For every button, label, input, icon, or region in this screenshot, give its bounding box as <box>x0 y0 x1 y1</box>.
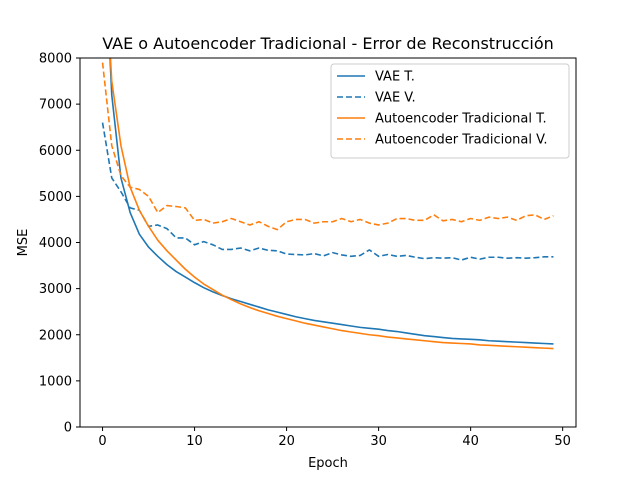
x-axis-ticks: 0 10 20 30 40 50 <box>98 427 571 449</box>
legend-label: VAE T. <box>375 70 415 85</box>
y-tick-label: 7000 <box>39 98 72 113</box>
series-line-2 <box>101 122 554 261</box>
series-group <box>101 58 554 350</box>
y-axis-ticks: 0 1000 2000 3000 4000 5000 6000 7000 8000 <box>39 52 80 436</box>
legend-label: VAE V. <box>375 91 416 106</box>
y-tick-label: 4000 <box>39 236 72 251</box>
series-line-3 <box>109 58 554 350</box>
x-tick-label: 30 <box>370 434 387 449</box>
y-tick-label: 3000 <box>39 282 72 297</box>
series-line-1 <box>109 58 554 345</box>
y-tick-label: 5000 <box>39 190 72 205</box>
legend-label: Autoencoder Tradicional V. <box>375 133 547 148</box>
x-tick-label: 0 <box>98 434 106 449</box>
x-tick-label: 20 <box>278 434 295 449</box>
x-axis-label: Epoch <box>308 456 348 471</box>
x-tick-label: 10 <box>186 434 203 449</box>
x-tick-label: 50 <box>554 434 571 449</box>
y-tick-label: 2000 <box>39 328 72 343</box>
chart-title: VAE o Autoencoder Tradicional - Error de… <box>102 34 554 53</box>
y-tick-label: 8000 <box>39 52 72 67</box>
y-tick-label: 0 <box>64 421 72 436</box>
y-tick-label: 1000 <box>39 374 72 389</box>
legend-label: Autoencoder Tradicional T. <box>375 112 547 127</box>
legend-box <box>330 63 570 159</box>
y-tick-label: 6000 <box>39 144 72 159</box>
series-line-4 <box>101 62 554 231</box>
legend: VAE T. VAE V. Autoencoder Tradicional T. Au… <box>330 63 570 159</box>
y-axis-label: MSE <box>16 229 31 257</box>
x-tick-label: 40 <box>462 434 479 449</box>
